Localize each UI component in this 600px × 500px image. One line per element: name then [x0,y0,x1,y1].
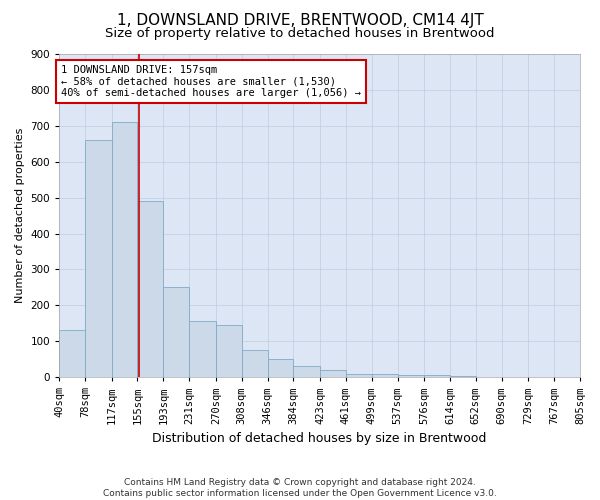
Bar [268,359,293,377]
Bar [59,330,85,377]
Bar [424,376,450,377]
Bar [293,366,320,377]
Bar [450,376,476,377]
Text: 1 DOWNSLAND DRIVE: 157sqm
← 58% of detached houses are smaller (1,530)
40% of se: 1 DOWNSLAND DRIVE: 157sqm ← 58% of detac… [61,65,361,98]
Text: Contains HM Land Registry data © Crown copyright and database right 2024.
Contai: Contains HM Land Registry data © Crown c… [103,478,497,498]
Text: 1, DOWNSLAND DRIVE, BRENTWOOD, CM14 4JT: 1, DOWNSLAND DRIVE, BRENTWOOD, CM14 4JT [116,12,484,28]
Bar [346,374,371,377]
Bar [112,122,137,377]
Bar [85,140,112,377]
Bar [371,374,398,377]
Bar [163,288,189,377]
Bar [137,201,163,377]
X-axis label: Distribution of detached houses by size in Brentwood: Distribution of detached houses by size … [152,432,487,445]
Bar [398,376,424,377]
Y-axis label: Number of detached properties: Number of detached properties [15,128,25,304]
Text: Size of property relative to detached houses in Brentwood: Size of property relative to detached ho… [105,28,495,40]
Bar [320,370,346,377]
Bar [242,350,268,377]
Bar [189,322,216,377]
Bar [216,325,242,377]
